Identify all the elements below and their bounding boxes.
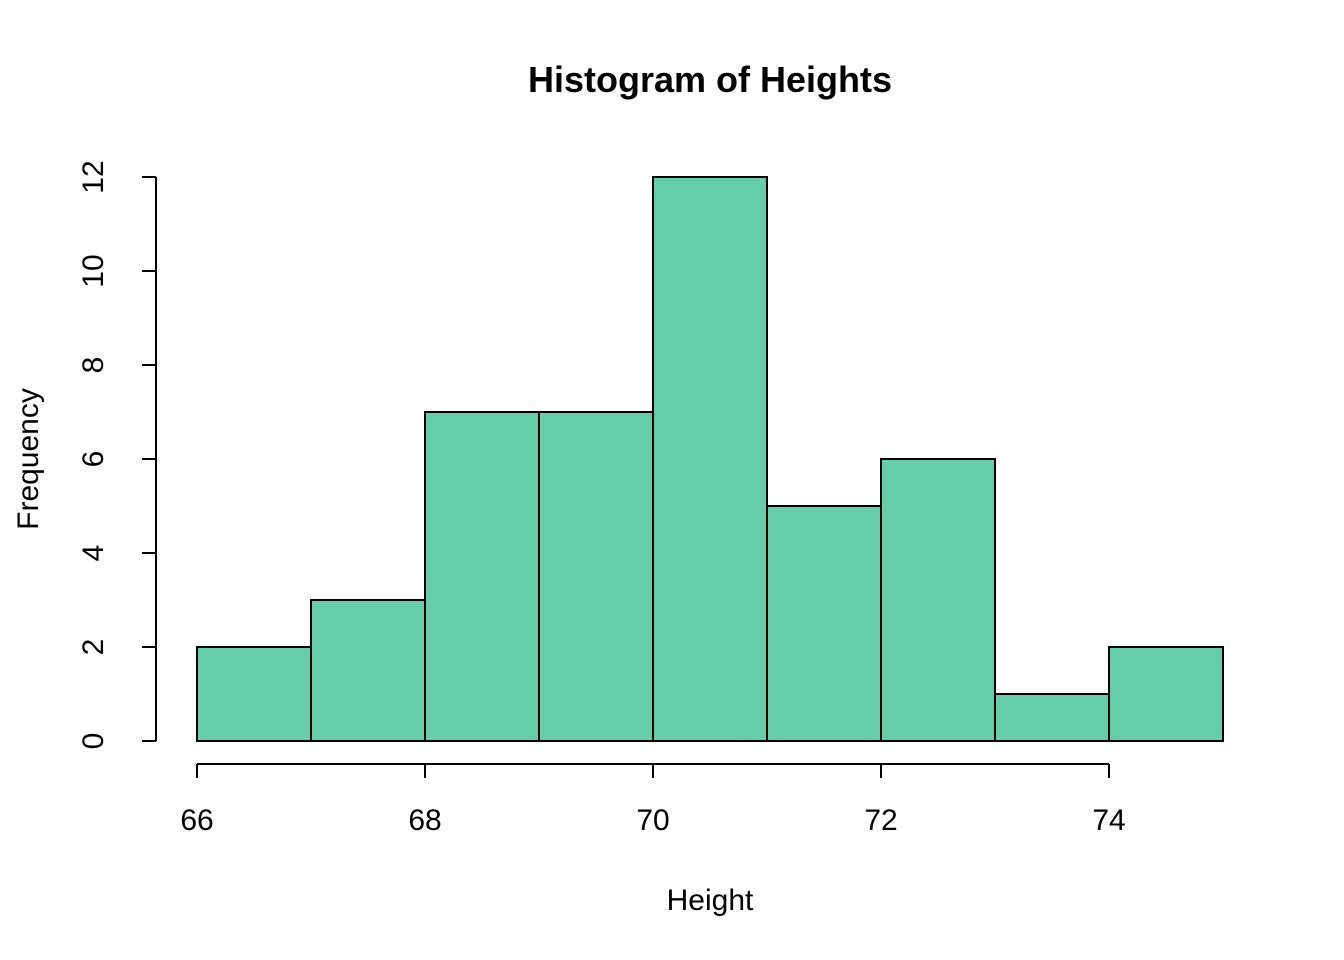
x-axis-title: Height [667, 884, 754, 917]
x-tick-label: 74 [1092, 804, 1125, 837]
chart-title: Histogram of Heights [528, 59, 892, 100]
x-tick-label: 70 [636, 804, 669, 837]
y-tick-label: 8 [77, 357, 110, 374]
y-tick-label: 10 [77, 254, 110, 287]
y-axis-title: Frequency [12, 388, 45, 530]
y-axis: 0 2 4 6 8 10 12 [77, 160, 157, 750]
y-tick-label: 12 [77, 160, 110, 193]
histogram-bar [994, 693, 1110, 742]
histogram-bar [1108, 646, 1224, 742]
x-tick-label: 72 [864, 804, 897, 837]
histogram-bar [310, 599, 426, 742]
histogram-bar [196, 646, 312, 742]
histogram-bar [538, 411, 654, 742]
y-tick-label: 2 [77, 639, 110, 656]
y-tick-label: 6 [77, 451, 110, 468]
histogram-bar [766, 505, 882, 742]
y-tick-label: 4 [77, 545, 110, 562]
histogram-bar [424, 411, 540, 742]
y-tick-label: 0 [77, 733, 110, 750]
histogram-bar [880, 458, 996, 742]
histogram-bar [652, 176, 768, 742]
x-axis: 66 68 70 72 74 [180, 763, 1126, 837]
x-tick-label: 66 [180, 804, 213, 837]
x-tick-label: 68 [408, 804, 441, 837]
bars-group [196, 176, 1224, 742]
